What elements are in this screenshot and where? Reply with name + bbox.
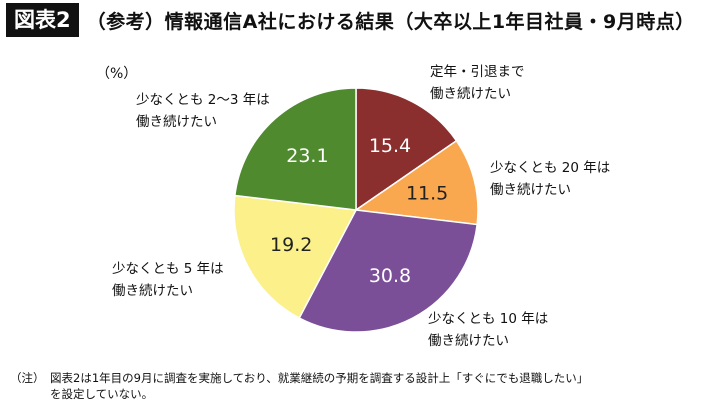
- slice-value-2: 30.8: [369, 265, 411, 287]
- footnote: （注） 図表2は1年目の9月に調査を実施しており、就業継続の予期を調査する設計上…: [10, 370, 700, 402]
- pie-slice-2: [298, 209, 478, 333]
- pie-slice-1: [353, 139, 479, 226]
- pie-slice-0: [355, 87, 458, 212]
- slice-value-3: 19.2: [270, 234, 312, 256]
- header: 図表2 （参考）情報通信A社における結果（大卒以上1年目社員・9月時点）: [0, 0, 695, 40]
- slice-value-0: 15.4: [369, 135, 411, 157]
- footnote-prefix: （注）: [10, 371, 45, 385]
- pie-slice-4: [234, 87, 357, 211]
- chart-title: （参考）情報通信A社における結果（大卒以上1年目社員・9月時点）: [86, 10, 695, 33]
- figure-badge: 図表2: [6, 3, 79, 37]
- pie-slice-3: [233, 194, 358, 320]
- slice-label-0: 定年・引退まで働き続けたい: [430, 64, 525, 102]
- slice-label-2: 少なくとも 10 年は働き続けたい: [428, 311, 548, 349]
- slice-value-1: 11.5: [406, 183, 448, 205]
- slice-label-1: 少なくとも 20 年は働き続けたい: [490, 160, 610, 198]
- footnote-line-2: を設定していない。: [50, 387, 154, 401]
- slice-label-3: 少なくとも 5 年は働き続けたい: [112, 261, 224, 299]
- pie-chart: 15.4 定年・引退まで働き続けたい 11.5 少なくとも 20 年は働き続けたい 30…: [112, 64, 610, 349]
- unit-label: （%）: [96, 66, 138, 82]
- slice-value-4: 23.1: [286, 145, 328, 167]
- slice-label-4: 少なくとも 2〜3 年は働き続けたい: [136, 92, 270, 130]
- footnote-line-1: 図表2は1年目の9月に調査を実施しており、就業継続の予期を調査する設計上「すぐに…: [50, 371, 589, 385]
